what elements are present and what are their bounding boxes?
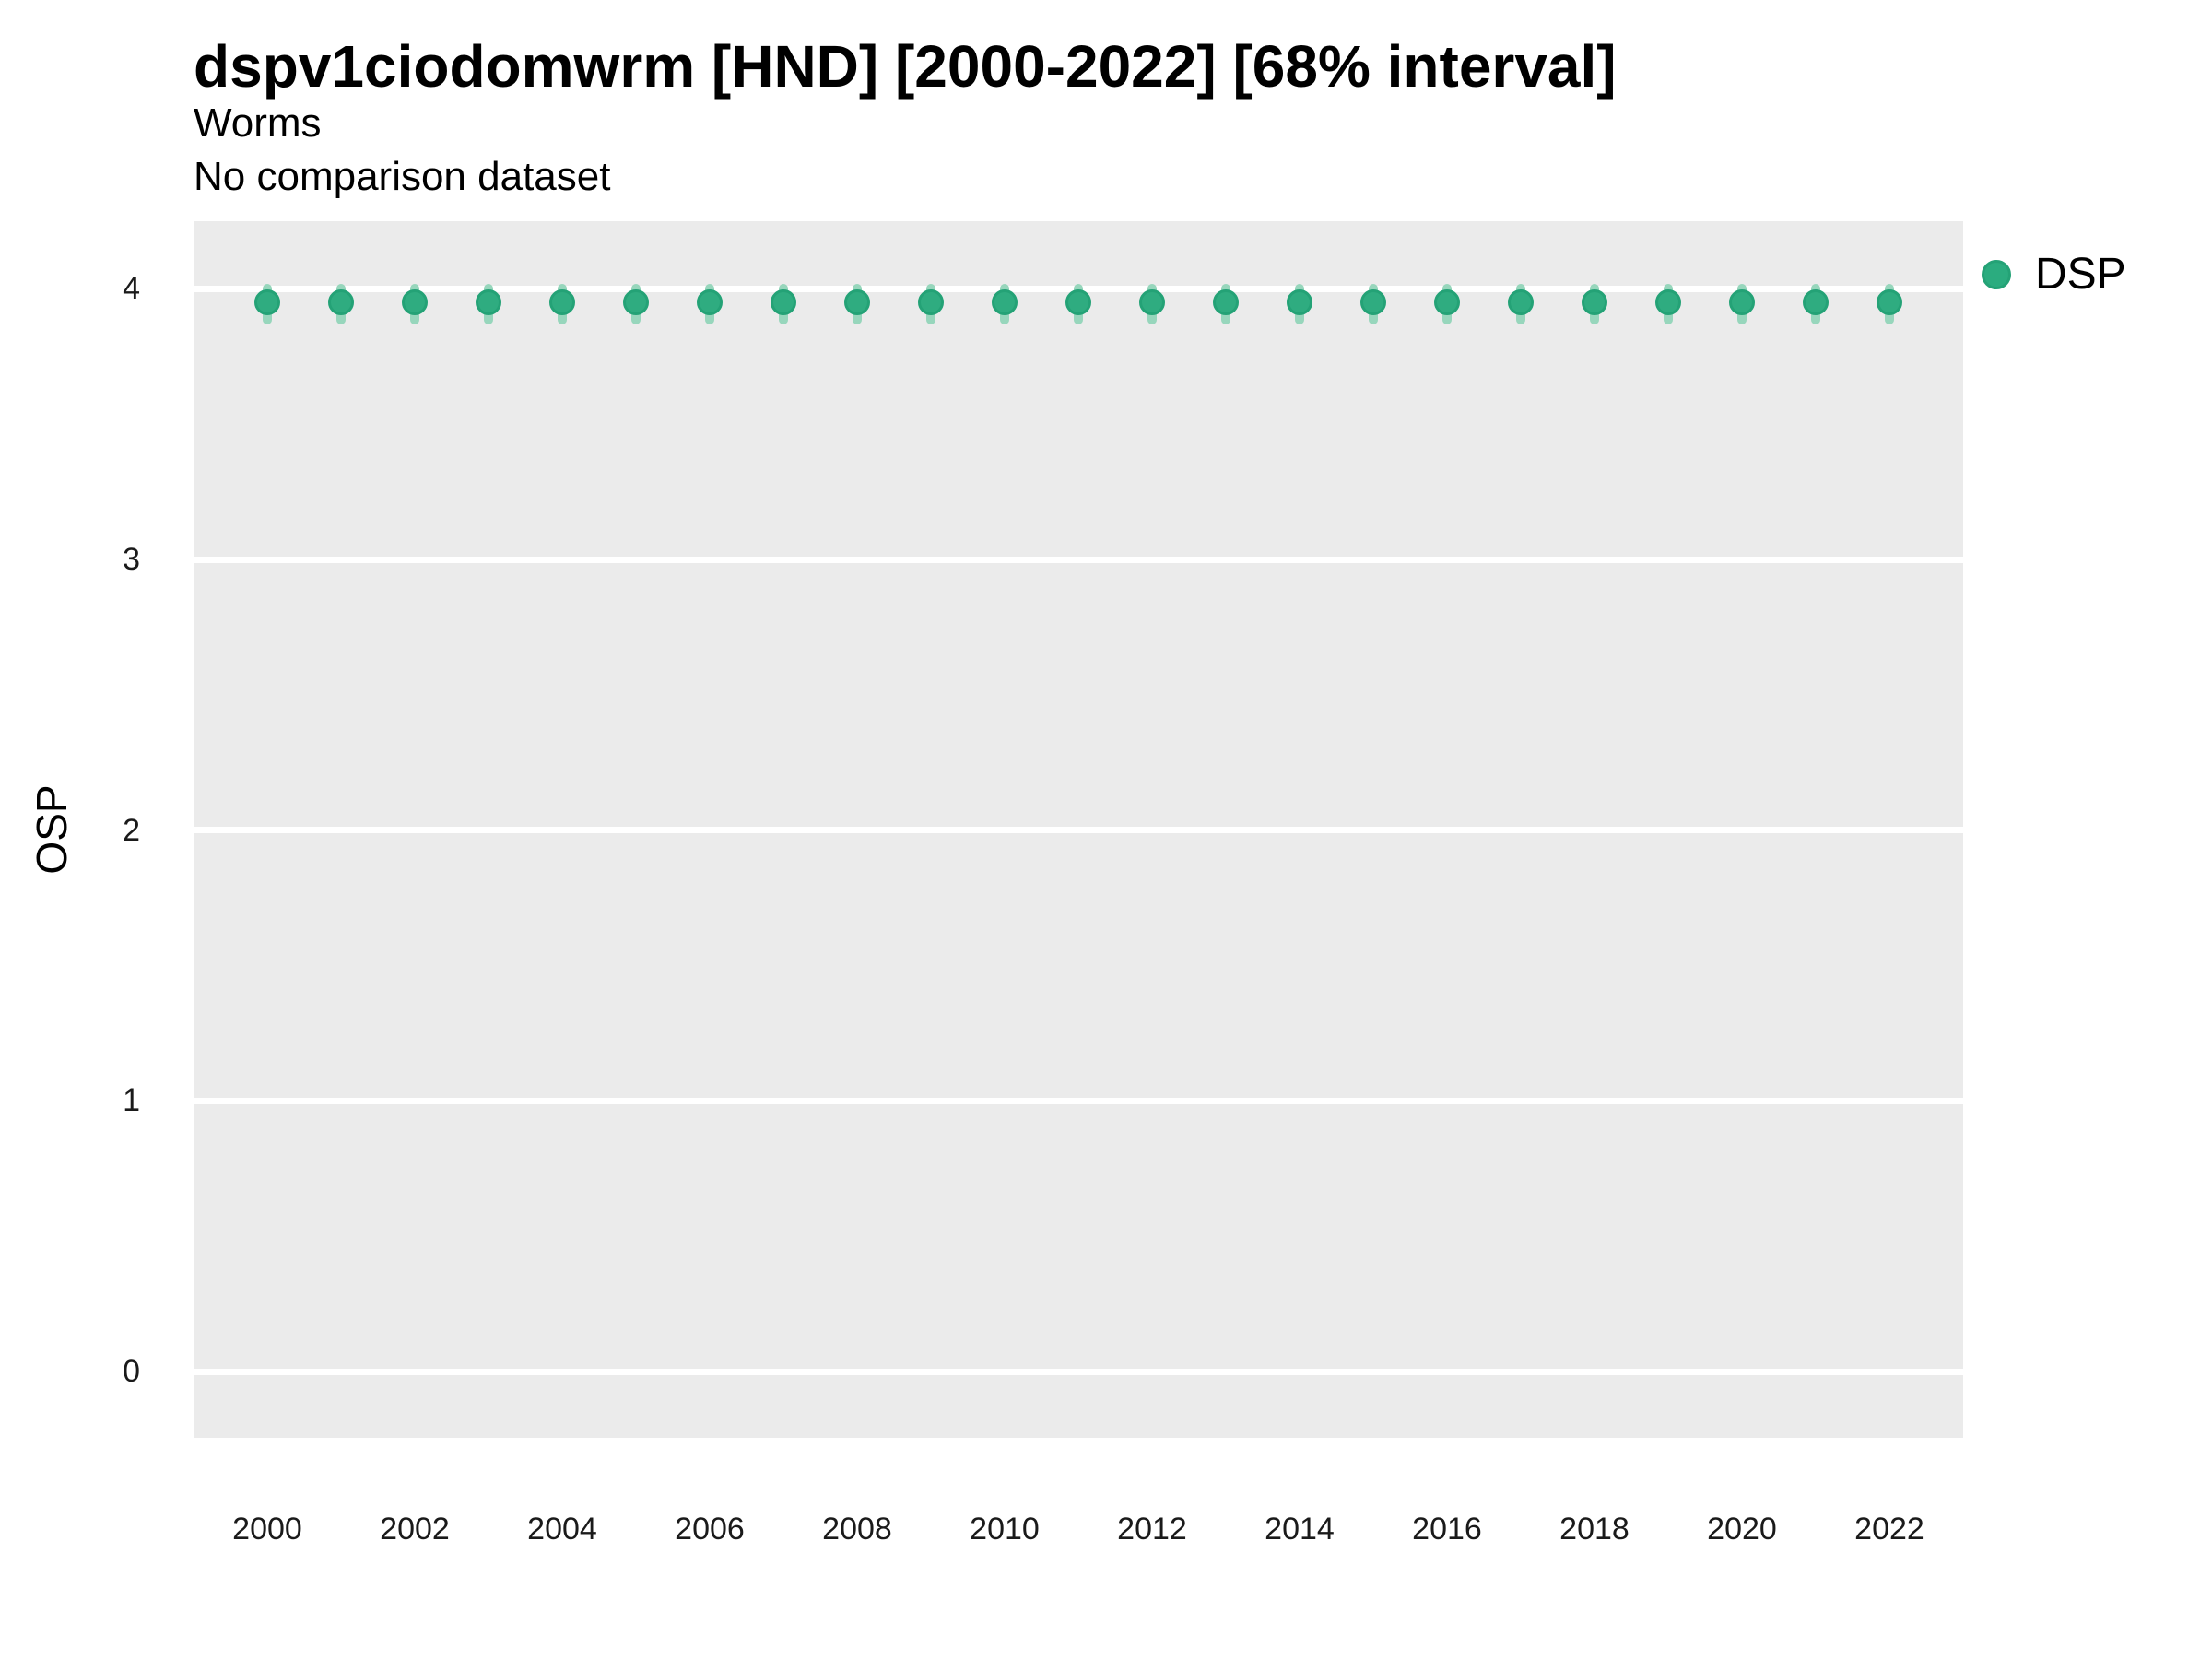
legend: DSP (1982, 249, 2126, 300)
x-tick-label-2022: 2022 (1854, 1512, 1924, 1547)
x-tick-label-2012: 2012 (1117, 1512, 1187, 1547)
data-point-2013 (1213, 289, 1239, 316)
data-point-2004 (549, 289, 575, 316)
gridline-y-0 (194, 1368, 1963, 1375)
x-tick-label-2002: 2002 (380, 1512, 450, 1547)
comparison-note: No comparison dataset (194, 154, 611, 199)
data-point-2015 (1360, 289, 1386, 316)
x-tick-label-2020: 2020 (1707, 1512, 1777, 1547)
y-tick-label-3: 3 (123, 542, 140, 578)
x-tick-label-2006: 2006 (675, 1512, 745, 1547)
plot-panel (194, 221, 1963, 1438)
data-point-2017 (1508, 289, 1534, 316)
data-point-2008 (844, 289, 870, 316)
x-tick-label-2016: 2016 (1412, 1512, 1482, 1547)
data-point-2007 (771, 289, 796, 316)
x-tick-label-2018: 2018 (1559, 1512, 1630, 1547)
y-tick-label-0: 0 (123, 1354, 140, 1390)
data-point-2014 (1287, 289, 1312, 316)
data-point-2011 (1065, 289, 1091, 316)
y-tick-label-2: 2 (123, 812, 140, 848)
x-tick-label-2008: 2008 (822, 1512, 892, 1547)
chart-subtitle: Worms (194, 100, 322, 146)
data-point-2021 (1803, 289, 1829, 316)
data-point-2001 (328, 289, 354, 316)
chart-title: dspv1ciodomwrm [HND] [2000-2022] [68% in… (194, 33, 1617, 100)
data-point-2020 (1729, 289, 1755, 316)
gridline-y-3 (194, 556, 1963, 563)
legend-marker-dsp (1982, 260, 2011, 289)
data-point-2010 (992, 289, 1018, 316)
data-point-2000 (254, 289, 280, 316)
x-tick-label-2000: 2000 (232, 1512, 302, 1547)
data-point-2022 (1877, 289, 1902, 316)
gridline-y-1 (194, 1097, 1963, 1104)
data-point-2016 (1434, 289, 1460, 316)
data-point-2019 (1655, 289, 1681, 316)
legend-label-dsp: DSP (2035, 250, 2126, 299)
data-point-2018 (1582, 289, 1607, 316)
y-tick-label-4: 4 (123, 271, 140, 307)
data-point-2003 (476, 289, 501, 316)
y-tick-label-1: 1 (123, 1083, 140, 1119)
x-tick-label-2010: 2010 (970, 1512, 1040, 1547)
data-point-2006 (697, 289, 723, 316)
data-point-2009 (918, 289, 944, 316)
data-point-2012 (1139, 289, 1165, 316)
data-point-2002 (402, 289, 428, 316)
x-tick-label-2004: 2004 (527, 1512, 597, 1547)
data-point-2005 (623, 289, 649, 316)
x-tick-label-2014: 2014 (1265, 1512, 1335, 1547)
gridline-y-2 (194, 827, 1963, 834)
